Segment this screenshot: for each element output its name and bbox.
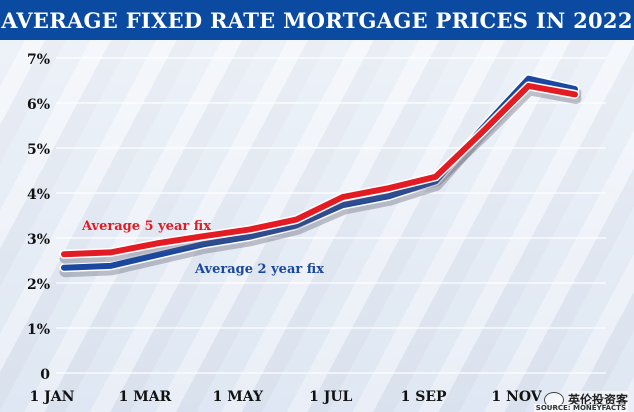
y-tick-label: 3% bbox=[27, 232, 50, 248]
y-tick-label: 1% bbox=[27, 322, 50, 338]
title-banner: AVERAGE FIXED RATE MORTGAGE PRICES IN 20… bbox=[0, 0, 634, 40]
x-tick-label: 1 JUL bbox=[309, 389, 352, 405]
x-tick-label: 1 JAN bbox=[30, 389, 75, 405]
y-tick-label: 5% bbox=[27, 142, 50, 158]
x-tick-label: 1 MAR bbox=[119, 389, 172, 405]
y-tick-labels: 0 1% 2% 3% 4% 5% 6% 7% bbox=[27, 52, 50, 383]
series-lines bbox=[59, 74, 582, 278]
chart-title: AVERAGE FIXED RATE MORTGAGE PRICES IN 20… bbox=[1, 7, 633, 33]
line-chart: 0 1% 2% 3% 4% 5% 6% 7% 1 JAN 1 MAR 1 MAY 1 JUL 1 SE… bbox=[27, 52, 606, 405]
source-credit: SOURCE: MONEYFACTS bbox=[533, 404, 628, 412]
x-tick-label: 1 SEP bbox=[401, 389, 447, 405]
y-tick-label: 7% bbox=[27, 52, 50, 68]
series-label-two-year: Average 2 year fix bbox=[194, 262, 324, 277]
y-tick-label: 6% bbox=[27, 97, 50, 113]
series-line-five-year bbox=[61, 82, 578, 258]
x-tick-label: 1 NOV bbox=[491, 389, 542, 405]
series-label-five-year: Average 5 year fix bbox=[81, 219, 211, 234]
chart-background bbox=[0, 40, 634, 412]
y-tick-label: 0 bbox=[40, 367, 50, 383]
watermark: 英伦投资客 bbox=[543, 391, 628, 408]
series-line-two-year bbox=[61, 75, 578, 271]
watermark-text: 英伦投资客 bbox=[567, 391, 628, 408]
y-tick-label: 2% bbox=[27, 277, 50, 293]
x-tick-label: 1 MAY bbox=[213, 389, 264, 405]
series-labels: Average 5 year fix Average 2 year fix bbox=[81, 219, 324, 277]
y-tick-label: 4% bbox=[27, 187, 50, 203]
x-tick-labels: 1 JAN 1 MAR 1 MAY 1 JUL 1 SEP 1 NOV bbox=[30, 389, 543, 405]
